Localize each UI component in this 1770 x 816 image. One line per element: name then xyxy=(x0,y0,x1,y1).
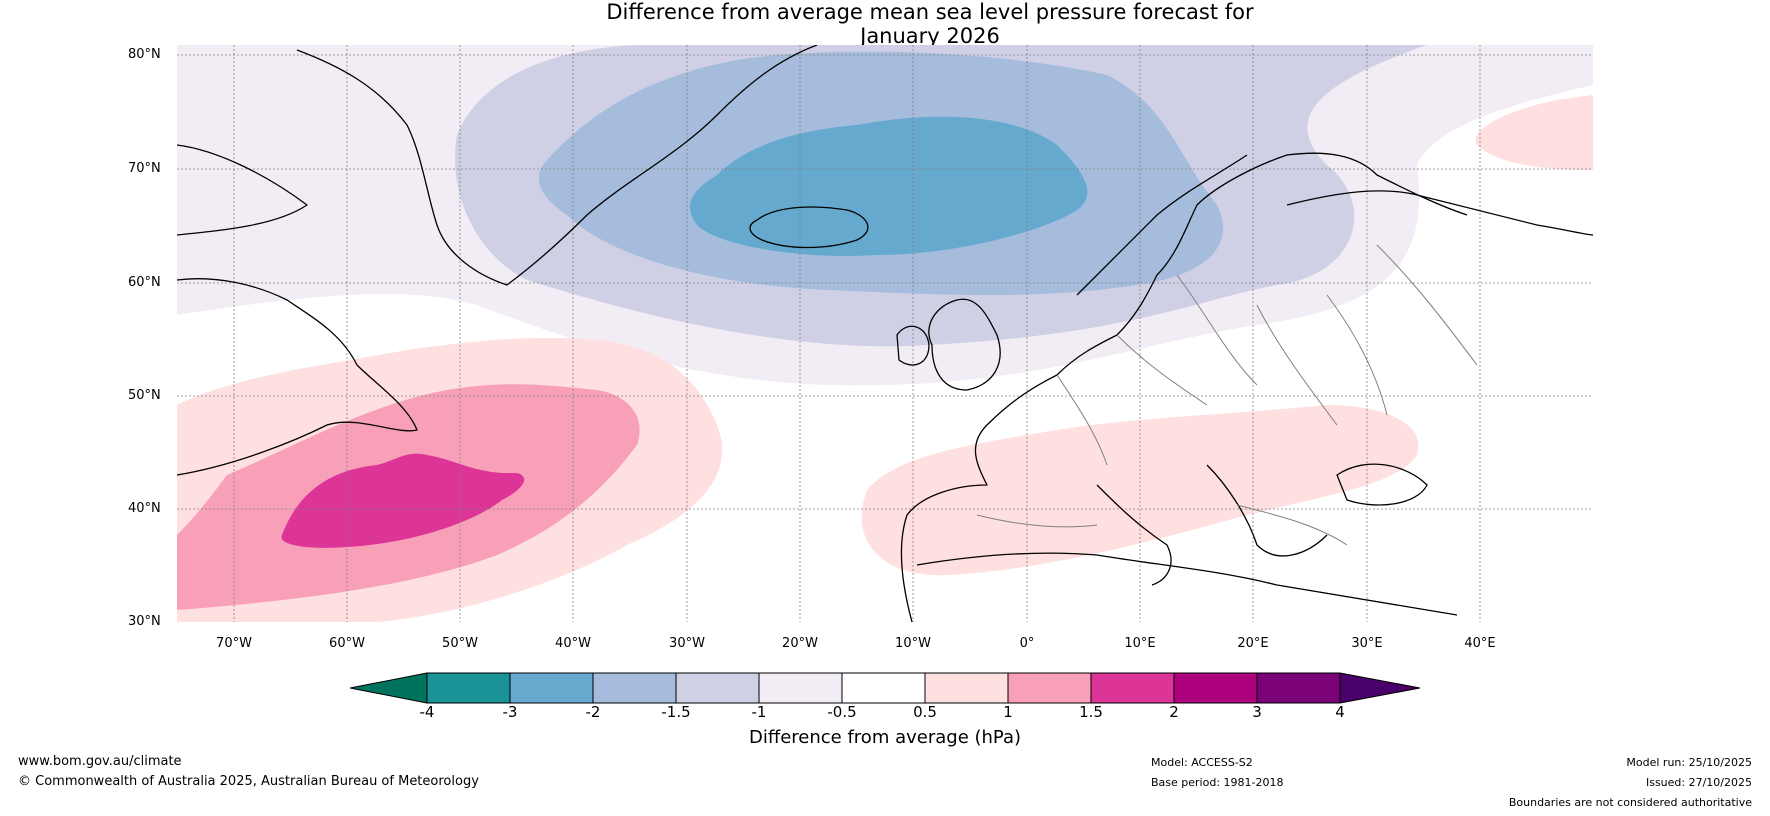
lon-label-10w: 10°W xyxy=(895,636,931,651)
website-link[interactable]: www.bom.gov.au/climate xyxy=(18,754,182,769)
colorbar-tick-label: 3 xyxy=(1252,703,1262,721)
model-text: Model: ACCESS-S2 xyxy=(1151,756,1253,769)
base-period-text: Base period: 1981-2018 xyxy=(1151,776,1284,789)
colorbar-bin-1 xyxy=(1007,672,1092,704)
colorbar-bin-0.5 xyxy=(924,672,1009,704)
colorbar-bin-1.5 xyxy=(1090,672,1175,704)
map-svg xyxy=(177,45,1593,622)
lat-label-80n: 80°N xyxy=(128,47,161,62)
lat-label-30n: 30°N xyxy=(128,614,161,629)
colorbar-tick-label: -0.5 xyxy=(827,703,857,721)
coastlines xyxy=(177,45,1593,622)
colorbar-bin-2 xyxy=(1173,672,1258,704)
lat-label-60n: 60°N xyxy=(128,275,161,290)
colorbar-tick-label: -3 xyxy=(502,703,518,721)
colorbar-bin--0.5 xyxy=(841,672,926,704)
colorbar xyxy=(350,672,1420,704)
colorbar-bin-3 xyxy=(1256,672,1341,704)
colorbar-title: Difference from average (hPa) xyxy=(748,727,1022,748)
colorbar-tick-label: 1.5 xyxy=(1079,703,1103,721)
title-line-2: January 2026 xyxy=(860,24,1000,48)
lon-label-10e: 10°E xyxy=(1124,636,1156,651)
colorbar-extend-low xyxy=(350,672,428,704)
lon-label-40w: 40°W xyxy=(555,636,591,651)
colorbar-bin--2 xyxy=(592,672,677,704)
disclaimer-text: Boundaries are not considered authoritat… xyxy=(1508,796,1752,809)
colorbar-tick-label: 2 xyxy=(1169,703,1179,721)
europe-coast xyxy=(900,152,1468,622)
title-line-1: Difference from average mean sea level p… xyxy=(606,0,1254,24)
lon-label-50w: 50°W xyxy=(442,636,478,651)
colorbar-bin--3 xyxy=(509,672,594,704)
black-sea-coast xyxy=(1336,463,1428,506)
colorbar-bin--1 xyxy=(758,672,843,704)
issued-text: Issued: 27/10/2025 xyxy=(1645,776,1752,789)
colorbar-tick-label: 4 xyxy=(1335,703,1345,721)
colorbar-tick-label: 0.5 xyxy=(913,703,937,721)
map-title: Difference from average mean sea level p… xyxy=(0,0,1770,48)
lon-label-20e: 20°E xyxy=(1237,636,1269,651)
lat-label-70n: 70°N xyxy=(128,161,161,176)
ireland-coast xyxy=(896,325,930,366)
lat-label-50n: 50°N xyxy=(128,388,161,403)
lon-label-30e: 30°E xyxy=(1351,636,1383,651)
colorbar-tick-label: -2 xyxy=(585,703,601,721)
colorbar-tick-label: 1 xyxy=(1003,703,1013,721)
colorbar-tick-label: -1 xyxy=(751,703,767,721)
balkan-coast xyxy=(1206,464,1328,557)
country-borders xyxy=(976,244,1478,546)
colorbar-bin--4 xyxy=(426,672,511,704)
anomaly-plus-0.5-ne xyxy=(1475,95,1593,170)
colorbar-bin--1.5 xyxy=(675,672,760,704)
lon-label-0: 0° xyxy=(1019,636,1035,651)
anomaly-plus-1.5 xyxy=(281,453,525,548)
model-run-text: Model run: 25/10/2025 xyxy=(1626,756,1752,769)
lon-label-40e: 40°E xyxy=(1464,636,1496,651)
colorbar-tick-label: -4 xyxy=(419,703,435,721)
norway-coast xyxy=(1076,154,1248,296)
graticule xyxy=(177,45,1593,622)
uk-coast xyxy=(928,298,1001,391)
iceland-coast xyxy=(749,206,869,249)
colorbar-tick-label: -1.5 xyxy=(661,703,691,721)
labrador-coast xyxy=(177,144,308,236)
greenland-coast xyxy=(296,45,818,286)
labrador-east-coast xyxy=(177,278,418,476)
lon-label-70w: 70°W xyxy=(216,636,252,651)
copyright-text: © Commonwealth of Australia 2025, Austra… xyxy=(18,774,479,789)
lat-label-40n: 40°N xyxy=(128,501,161,516)
anomaly-minus-2 xyxy=(689,116,1088,256)
lon-label-60w: 60°W xyxy=(329,636,365,651)
italy-coast xyxy=(1096,484,1172,586)
colorbar-extend-high xyxy=(1339,672,1420,704)
russia-north-coast xyxy=(1286,190,1593,236)
pressure-anomaly-map xyxy=(177,45,1593,622)
lon-label-30w: 30°W xyxy=(669,636,705,651)
lon-label-20w: 20°W xyxy=(782,636,818,651)
north-africa-coast xyxy=(916,552,1458,616)
